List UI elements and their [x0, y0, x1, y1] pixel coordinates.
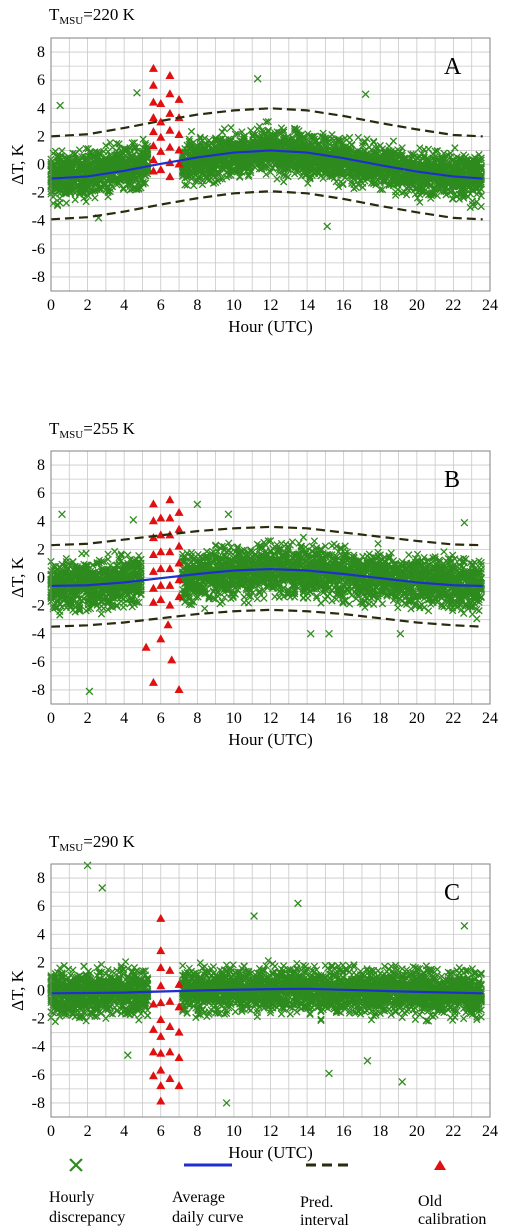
y-tick-label: 0	[37, 157, 45, 174]
x-tick-label: 4	[120, 297, 128, 314]
hourly-point	[130, 138, 139, 147]
hourly-point	[106, 187, 114, 196]
y-tick-label: -2	[32, 185, 45, 202]
hourly-point	[183, 181, 191, 189]
panel-title: TMSU=220 K	[49, 5, 136, 27]
hourly-point	[95, 150, 103, 158]
x-tick-label: 12	[263, 297, 279, 314]
y-tick-label: 8	[37, 44, 45, 61]
hourly-point	[181, 181, 189, 189]
hourly-point	[113, 139, 121, 148]
hourly-point	[69, 149, 77, 158]
x-tick-label: 2	[84, 297, 92, 314]
hourly-point	[139, 178, 147, 186]
x-tick-label: 22	[445, 297, 461, 314]
x-tick-label: 24	[482, 297, 498, 314]
hourly-point	[71, 196, 79, 204]
hourly-point	[62, 199, 71, 207]
hourly-point	[139, 180, 147, 188]
hourly-point	[200, 134, 209, 143]
hourly-point	[141, 179, 150, 187]
x-tick-label: 8	[193, 297, 201, 314]
y-tick-label: -8	[32, 269, 45, 286]
hourly-point	[56, 199, 64, 207]
x-tick-label: 18	[372, 297, 388, 314]
hourly-point	[106, 138, 114, 147]
hourly-point	[89, 187, 97, 195]
hourly-point	[143, 145, 152, 153]
hourly-point	[196, 173, 204, 181]
hourly-point	[143, 153, 152, 161]
y-tick-label: 6	[37, 72, 45, 89]
hourly-point	[181, 174, 189, 182]
hourly-point	[187, 127, 196, 136]
hourly-point	[91, 194, 99, 202]
hourly-point	[196, 133, 204, 141]
panel-letter: A	[444, 54, 462, 80]
y-tick-label: -4	[32, 213, 45, 230]
y-tick-label: 2	[37, 128, 45, 145]
x-tick-label: 0	[47, 297, 55, 314]
hourly-point	[78, 168, 86, 176]
hourly-point	[56, 187, 64, 195]
y-axis-label: ΔT, K	[8, 143, 27, 185]
y-tick-label: 4	[37, 100, 45, 117]
hourly-point	[130, 144, 139, 152]
hourly-point	[102, 142, 110, 150]
hourly-point	[143, 154, 152, 162]
x-tick-label: 10	[226, 297, 242, 314]
series-hourly-discrepancy	[47, 74, 485, 231]
hourly-point	[143, 170, 152, 178]
x-axis-label: Hour (UTC)	[228, 317, 313, 336]
hourly-point	[82, 197, 90, 206]
x-tick-label: 16	[336, 297, 352, 314]
y-tick-label: -6	[32, 241, 45, 258]
hourly-point	[132, 143, 141, 151]
hourly-point	[97, 185, 106, 193]
hourly-point	[67, 180, 75, 189]
panel-title-subscript: MSU	[59, 15, 83, 27]
hourly-point	[75, 146, 84, 154]
x-tick-label: 6	[157, 297, 165, 314]
x-tick-label: 20	[409, 297, 425, 314]
hourly-point	[115, 140, 123, 148]
hourly-point	[119, 184, 128, 192]
panel-title-main: T	[49, 5, 60, 24]
hourly-point	[143, 151, 152, 159]
panel-title-rest: =220 K	[83, 5, 135, 24]
x-tick-label: 14	[299, 297, 315, 314]
hourly-point	[139, 135, 147, 143]
hourly-point	[143, 147, 152, 156]
